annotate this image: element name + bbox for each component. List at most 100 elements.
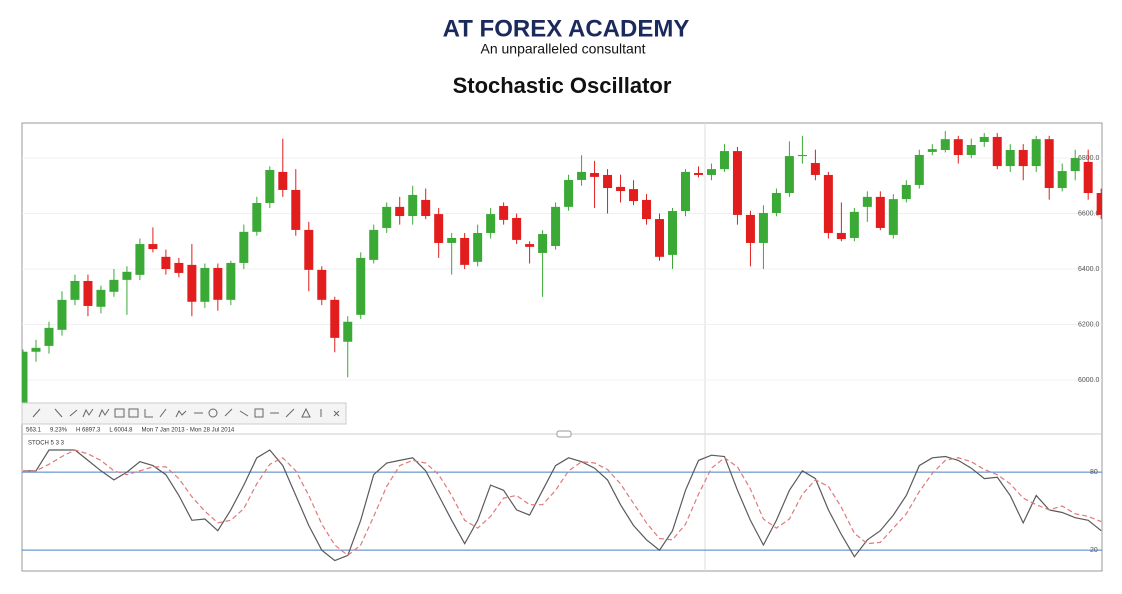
- candle-body: [57, 299, 67, 330]
- candle-body: [745, 214, 755, 243]
- candle-body: [135, 244, 145, 275]
- candle-body: [499, 206, 509, 220]
- brand-tagline: An unparalleled consultant: [480, 41, 645, 57]
- candle-body: [849, 211, 859, 238]
- candle-body: [109, 279, 119, 292]
- candle-body: [460, 237, 470, 265]
- candle-body: [810, 163, 820, 175]
- candle-body: [239, 231, 249, 263]
- candle-body: [1096, 192, 1102, 215]
- candle-body: [680, 171, 690, 212]
- candle-body: [31, 347, 41, 352]
- brand: AT FOREX ACADEMY: [443, 15, 690, 42]
- candle-body: [291, 189, 301, 230]
- candle-body: [888, 199, 898, 235]
- candle-body: [512, 217, 522, 240]
- candle-body: [161, 256, 171, 270]
- candle-body: [577, 171, 587, 180]
- candle-body: [317, 269, 327, 300]
- candle-body: [1005, 149, 1015, 167]
- candle-body: [1031, 139, 1041, 167]
- candle-body: [979, 136, 989, 142]
- candle-body: [187, 264, 197, 302]
- stoch-pane: [23, 449, 1102, 562]
- candle-body: [330, 299, 340, 338]
- candle-body: [914, 154, 924, 185]
- y-tick-label: 6400.0: [1078, 266, 1100, 273]
- candle-body: [265, 169, 275, 203]
- candle-body: [1083, 161, 1093, 193]
- candle-body: [226, 262, 236, 300]
- candle-body: [823, 174, 833, 233]
- candle-body: [719, 151, 729, 170]
- candle-body: [343, 321, 353, 342]
- candle-body: [797, 154, 807, 157]
- candle-body: [940, 139, 950, 150]
- candle-body: [304, 229, 314, 270]
- y-tick-label: 20: [1090, 547, 1098, 554]
- candle-body: [603, 174, 613, 188]
- candle-body: [758, 212, 768, 243]
- candle-body: [927, 149, 937, 152]
- candle-body: [252, 202, 262, 232]
- toolbar: [21, 402, 347, 425]
- candle-body: [875, 196, 885, 228]
- info-row: 563.1 9.23% H 6897.3 L 6004.8 Mon 7 Jan 2013…: [26, 428, 235, 434]
- candle-body: [732, 151, 742, 215]
- toolbar-icons[interactable]: [32, 407, 340, 418]
- candle-body: [616, 186, 626, 192]
- candle-body: [356, 257, 366, 315]
- candle-body: [538, 234, 548, 253]
- candle-body: [525, 244, 535, 247]
- candle-body: [369, 229, 379, 260]
- candle-body: [771, 192, 781, 213]
- candle-body: [1070, 158, 1080, 172]
- candle-body: [901, 184, 911, 200]
- candle-body: [44, 327, 54, 346]
- stoch-line: [23, 449, 1102, 562]
- candle-body: [408, 194, 418, 217]
- candle-body: [96, 289, 106, 307]
- candle-body: [382, 206, 392, 228]
- candle-body: [551, 206, 561, 247]
- pane-handle[interactable]: [556, 430, 572, 438]
- candle-body: [706, 169, 716, 175]
- candle-body: [434, 214, 444, 243]
- candle-body: [447, 237, 457, 243]
- candle-body: [693, 173, 703, 175]
- y-tick-label: 6800.0: [1078, 155, 1100, 162]
- candle-body: [953, 139, 963, 155]
- chart-title: Stochastic Oscillator: [453, 73, 672, 98]
- grid: 6000.0 6200.0 6400.0 6600.0 6800.0 20 80: [22, 155, 1102, 554]
- stoch-line: [23, 449, 1102, 557]
- info-text: 9.23%: [50, 428, 68, 434]
- candle-body: [22, 351, 28, 410]
- info-text: Mon 7 Jan 2013 - Mon 28 Jul 2014: [142, 428, 235, 434]
- candle-body: [213, 267, 223, 300]
- price-pane: [22, 131, 1102, 419]
- candle-body: [862, 196, 872, 207]
- candle-body: [836, 232, 846, 240]
- y-tick-label: 6200.0: [1078, 321, 1100, 328]
- candle-body: [668, 211, 677, 255]
- candle-body: [395, 206, 405, 217]
- candle-body: [590, 173, 600, 177]
- chart-frame: [21, 122, 1103, 572]
- candle-body: [200, 267, 210, 302]
- candle-body: [83, 280, 93, 306]
- candle-body: [148, 244, 158, 250]
- y-tick-label: 80: [1090, 469, 1098, 476]
- candle-body: [1057, 171, 1067, 188]
- candle-body: [70, 280, 80, 300]
- info-text: H 6897.3: [76, 428, 101, 434]
- stoch-label: STOCH 5 3 3: [28, 441, 65, 447]
- info-text: L 6004.8: [109, 428, 133, 434]
- candle-body: [1044, 139, 1054, 188]
- candle-body: [784, 156, 794, 193]
- candle-body: [486, 214, 496, 233]
- candle-body: [655, 219, 665, 257]
- candle-body: [473, 232, 483, 262]
- candle-body: [1018, 149, 1028, 167]
- candle-body: [421, 199, 431, 217]
